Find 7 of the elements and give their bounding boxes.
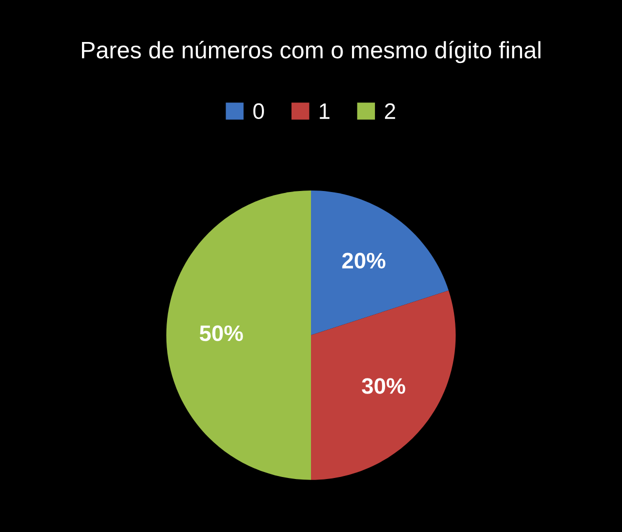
chart-title: Pares de números com o mesmo dígito final <box>82 40 540 64</box>
data-label: 20% <box>342 252 386 269</box>
data-label: 50% <box>200 325 243 342</box>
legend-label: 1 <box>320 104 330 119</box>
data-label: 30% <box>362 378 406 394</box>
legend-label: 2 <box>384 103 396 119</box>
legend-label: 0 <box>253 103 264 120</box>
